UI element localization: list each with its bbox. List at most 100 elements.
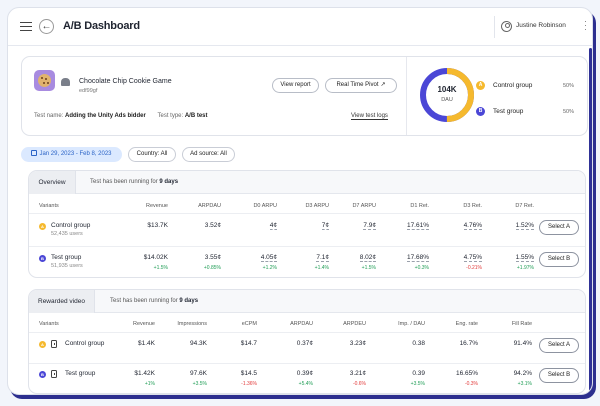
metric-delta: +1.2% — [262, 265, 277, 271]
group-badge: B — [39, 371, 46, 378]
metric-value: $1.4K — [138, 340, 155, 347]
metric-delta: +0.3% — [414, 265, 429, 271]
group-badge: B — [39, 255, 46, 262]
column-header: eCPM — [241, 321, 257, 327]
metric-value: 0.38 — [412, 340, 425, 347]
rewarded-video-panel: Rewarded video Test has been running for… — [28, 289, 586, 394]
column-header: Imp. / DAU — [398, 321, 425, 327]
tab-rewarded-video[interactable]: Rewarded video — [29, 290, 95, 313]
column-header: ARPDEU — [343, 321, 366, 327]
legend-test-pct: 50% — [563, 109, 575, 115]
metric-delta: +3.1% — [517, 381, 532, 387]
select-b-button[interactable]: Select B — [539, 368, 579, 383]
group-badge: A — [39, 223, 46, 230]
device-icon — [51, 340, 57, 348]
metric-value: 3.23¢ — [349, 340, 366, 347]
overview-header: Overview Test has been running for 9 day… — [29, 171, 585, 194]
metric-delta: -1.36% — [241, 381, 257, 387]
group-name: Control group — [51, 222, 91, 229]
metric-value: $14.7 — [240, 340, 257, 347]
view-report-button[interactable]: View report — [272, 78, 319, 93]
metric-delta: -0.21% — [466, 265, 482, 271]
select-a-button[interactable]: Select A — [539, 220, 579, 235]
test-type-value: A/B test — [184, 113, 208, 119]
page-title: A/B Dashboard — [63, 20, 140, 32]
metric-delta: +3.5% — [192, 381, 207, 387]
metric-value: 16.7% — [459, 340, 478, 347]
overview-panel: Overview Test has been running for 9 day… — [28, 170, 586, 278]
column-header: ARPDAU — [198, 203, 221, 209]
game-id: edf99gf — [79, 88, 98, 94]
column-header: Variants — [39, 321, 59, 327]
country-filter[interactable]: Country: All — [128, 147, 176, 162]
calendar-icon — [31, 150, 38, 156]
metric-value: 7.1¢ — [316, 254, 329, 262]
user-avatar-icon[interactable] — [501, 21, 512, 32]
metric-value: 97.6K — [190, 370, 207, 377]
test-name-value: Adding the Unity Ads bidder — [65, 113, 146, 119]
rewarded-status: Test has been running for 9 days — [110, 298, 199, 304]
android-icon — [61, 78, 70, 86]
metric-value: 4¢ — [269, 222, 277, 230]
group-name: Test group — [51, 254, 82, 261]
metric-delta: +3.5% — [410, 381, 425, 387]
metric-value: 7.9¢ — [363, 222, 376, 230]
metric-delta: +1.5% — [361, 265, 376, 271]
more-options-icon[interactable]: · · · — [584, 16, 587, 34]
metric-value: 0.39 — [412, 370, 425, 377]
dau-value: 104K — [437, 85, 457, 94]
metric-delta: -0.3% — [464, 381, 478, 387]
metric-value: 0.37¢ — [296, 340, 313, 347]
select-b-button[interactable]: Select B — [539, 252, 579, 267]
date-range-filter[interactable]: Jan 29, 2023 - Feb 8, 2023 — [21, 147, 122, 162]
metric-value: 0.39¢ — [296, 370, 313, 377]
column-header: Revenue — [132, 321, 155, 327]
donut-control-segment — [420, 68, 474, 122]
metric-value: $14.02K — [143, 254, 168, 261]
metric-value: 17.61% — [406, 222, 429, 230]
metric-value: 7¢ — [321, 222, 329, 230]
game-info: Chocolate Chip Cookie Game edf99gf View … — [22, 57, 407, 135]
metric-delta: +1.4% — [314, 265, 329, 271]
metric-value: 4.05¢ — [260, 254, 277, 262]
back-arrow-icon[interactable]: ← — [39, 19, 54, 34]
metric-value: 3.21¢ — [349, 370, 366, 377]
select-a-button[interactable]: Select A — [539, 338, 579, 353]
metric-value: 1.55% — [515, 254, 534, 262]
column-header: Impressions — [177, 321, 207, 327]
metric-value: 8.02¢ — [359, 254, 376, 262]
metric-delta: +1.97% — [516, 265, 534, 271]
metric-value: $14.5 — [240, 370, 257, 377]
view-test-logs-link[interactable]: View test logs — [351, 113, 388, 120]
divider — [494, 16, 495, 38]
group-name: Test group — [65, 370, 96, 377]
dashboard-window: ← A/B Dashboard Justine Robinson · · · Cho… — [7, 7, 593, 395]
test-badge: B — [476, 107, 485, 116]
metric-value: 4.75% — [463, 254, 482, 262]
group-name: Control group — [65, 340, 105, 347]
real-time-pivot-button[interactable]: Real Time Pivot ↗ — [325, 78, 397, 93]
column-header: Eng. rate — [455, 321, 478, 327]
column-header: Fill Rate — [511, 321, 532, 327]
column-header: ARPDAU — [290, 321, 313, 327]
metric-value: 91.4% — [513, 340, 532, 347]
column-header: D7 Ret. — [515, 203, 534, 209]
user-name[interactable]: Justine Robinson — [516, 22, 566, 29]
test-name-label: Test name: — [34, 113, 64, 119]
game-name: Chocolate Chip Cookie Game — [79, 78, 172, 85]
device-icon — [51, 370, 57, 378]
column-header: Revenue — [145, 203, 168, 209]
game-card: Chocolate Chip Cookie Game edf99gf View … — [21, 56, 588, 136]
metric-delta: +5.4% — [298, 381, 313, 387]
control-badge: A — [476, 81, 485, 90]
legend-control-name: Control group — [493, 82, 533, 89]
group-users: 51,935 users — [51, 263, 83, 269]
metric-value: 17.68% — [406, 254, 429, 262]
menu-icon[interactable] — [20, 22, 32, 31]
metric-delta: +1% — [144, 381, 155, 387]
legend-test-name: Test group — [493, 108, 524, 115]
ad-source-filter[interactable]: Ad source: All — [182, 147, 235, 162]
column-header: Variants — [39, 203, 59, 209]
tab-overview[interactable]: Overview — [29, 171, 76, 194]
dau-label: DAU — [441, 97, 453, 103]
